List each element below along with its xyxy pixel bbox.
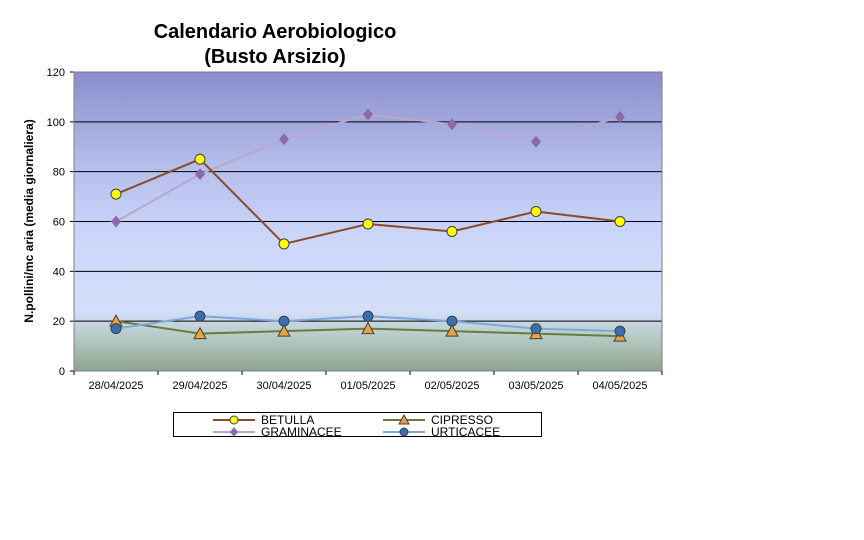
point-betulla — [530, 206, 542, 218]
point-graminacee — [111, 215, 121, 228]
point-graminacee — [615, 110, 625, 123]
y-tick-label: 0 — [59, 366, 65, 378]
series — [109, 108, 627, 342]
y-tick-label: 100 — [47, 117, 65, 129]
legend-label: BETULLA — [261, 413, 315, 427]
legend-marker — [229, 415, 239, 425]
x-tick-label: 04/05/2025 — [592, 380, 647, 392]
point-cipresso — [361, 321, 375, 335]
point-betulla — [194, 153, 206, 165]
x-tick-label: 03/05/2025 — [508, 380, 563, 392]
point-graminacee — [447, 118, 457, 131]
legend-swatch-graminacee — [213, 427, 255, 437]
legend-marker — [230, 427, 238, 437]
point-urticacee — [530, 323, 542, 335]
point-betulla — [278, 238, 290, 250]
legend-label: GRAMINACEE — [261, 425, 342, 439]
legend-swatch-cipresso — [383, 414, 425, 425]
x-tick-label: 01/05/2025 — [340, 380, 395, 392]
point-betulla — [110, 188, 122, 200]
legend-swatch-urticacee — [383, 427, 425, 437]
legend-item-cipresso: CIPRESSO — [381, 414, 551, 426]
point-urticacee — [614, 325, 626, 337]
x-tick-label: 02/05/2025 — [424, 380, 479, 392]
axes: 0 20 40 60 80 100 120 28/04/2025 29/04/2025 30/04… — [47, 67, 663, 392]
plot-border — [73, 71, 663, 372]
y-tick-label: 60 — [53, 217, 65, 229]
point-urticacee — [362, 310, 374, 322]
point-urticacee — [278, 315, 290, 327]
x-tick-label: 28/04/2025 — [88, 380, 143, 392]
x-tick-label: 29/04/2025 — [172, 380, 227, 392]
legend-marker — [398, 414, 410, 425]
point-cipresso — [277, 324, 291, 337]
point-graminacee — [279, 133, 289, 146]
legend-item-urticacee: URTICACEE — [381, 426, 551, 438]
y-tick-label: 80 — [53, 167, 65, 179]
point-urticacee — [194, 310, 206, 322]
x-tick-label: 30/04/2025 — [256, 380, 311, 392]
y-tick-label: 120 — [47, 67, 65, 79]
legend-marker — [399, 427, 409, 437]
point-betulla — [614, 216, 626, 227]
legend-item-graminacee: GRAMINACEE — [211, 426, 381, 438]
legend-label: URTICACEE — [431, 425, 501, 439]
point-graminacee — [195, 168, 205, 181]
y-tick-label: 20 — [53, 316, 65, 328]
point-cipresso — [193, 326, 207, 340]
point-cipresso — [445, 324, 459, 337]
y-axis-label: N.pollini/mc aria (media giornaliera) — [22, 119, 36, 322]
legend: BETULLA GRAMINACEE CIPRESSO URTICACEE — [173, 412, 542, 438]
point-urticacee — [446, 315, 458, 327]
legend-item-betulla: BETULLA — [211, 414, 381, 426]
legend-swatch-betulla — [213, 415, 255, 425]
point-graminacee — [363, 108, 373, 121]
point-urticacee — [110, 323, 122, 335]
chart-title: Calendario Aerobiologico (Busto Arsizio) — [153, 21, 397, 68]
legend-label: CIPRESSO — [431, 413, 494, 427]
point-betulla — [362, 218, 374, 230]
y-tick-label: 40 — [53, 266, 65, 278]
point-betulla — [446, 225, 458, 237]
point-graminacee — [531, 135, 541, 148]
